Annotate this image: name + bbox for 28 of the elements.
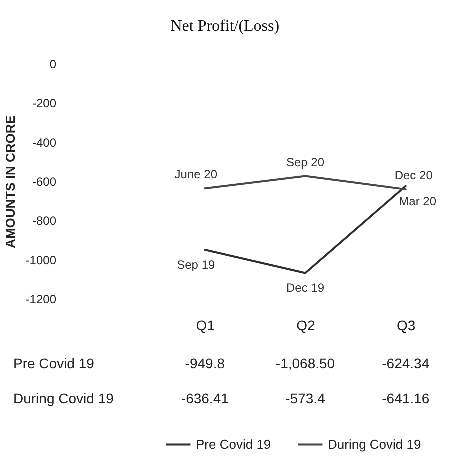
y-tick-label: -200 <box>32 96 57 111</box>
data-label: -636.41 <box>181 390 230 406</box>
annotation: Dec 19 <box>286 281 325 296</box>
chart-title: Net Profit/(Loss) <box>170 18 280 35</box>
annotation: Mar 20 <box>399 194 437 208</box>
x-tick-label: Q1 <box>196 318 216 334</box>
y-tick-label: -400 <box>32 136 57 150</box>
y-axis-title: AMOUNTS IN CRORE <box>2 115 18 248</box>
y-tick-label: -600 <box>32 175 57 189</box>
y-tick-label: -1200 <box>26 292 57 306</box>
data-label: -949.8 <box>185 356 226 372</box>
legend-label: During Covid 19 <box>328 436 422 452</box>
data-label: -624.34 <box>382 356 430 372</box>
annotation: Sep 20 <box>286 155 325 170</box>
x-tick-label: Q3 <box>397 318 416 334</box>
annotation: June 20 <box>174 168 218 182</box>
legend-label: Pre Covid 19 <box>196 436 272 452</box>
data-label: -1,068.50 <box>276 356 336 372</box>
data-label: -641.16 <box>382 390 430 406</box>
y-tick-label: -800 <box>32 214 57 228</box>
y-tick-label: 0 <box>50 58 57 72</box>
text: Pre Covid 19 <box>14 356 94 372</box>
annotation: Dec 20 <box>394 168 434 183</box>
text: During Covid 19 <box>14 390 114 406</box>
y-tick-label: -1000 <box>26 253 57 268</box>
data-label: -573.4 <box>286 390 326 406</box>
x-tick-label: Q2 <box>296 318 316 334</box>
annotation: Sep 19 <box>177 258 216 272</box>
